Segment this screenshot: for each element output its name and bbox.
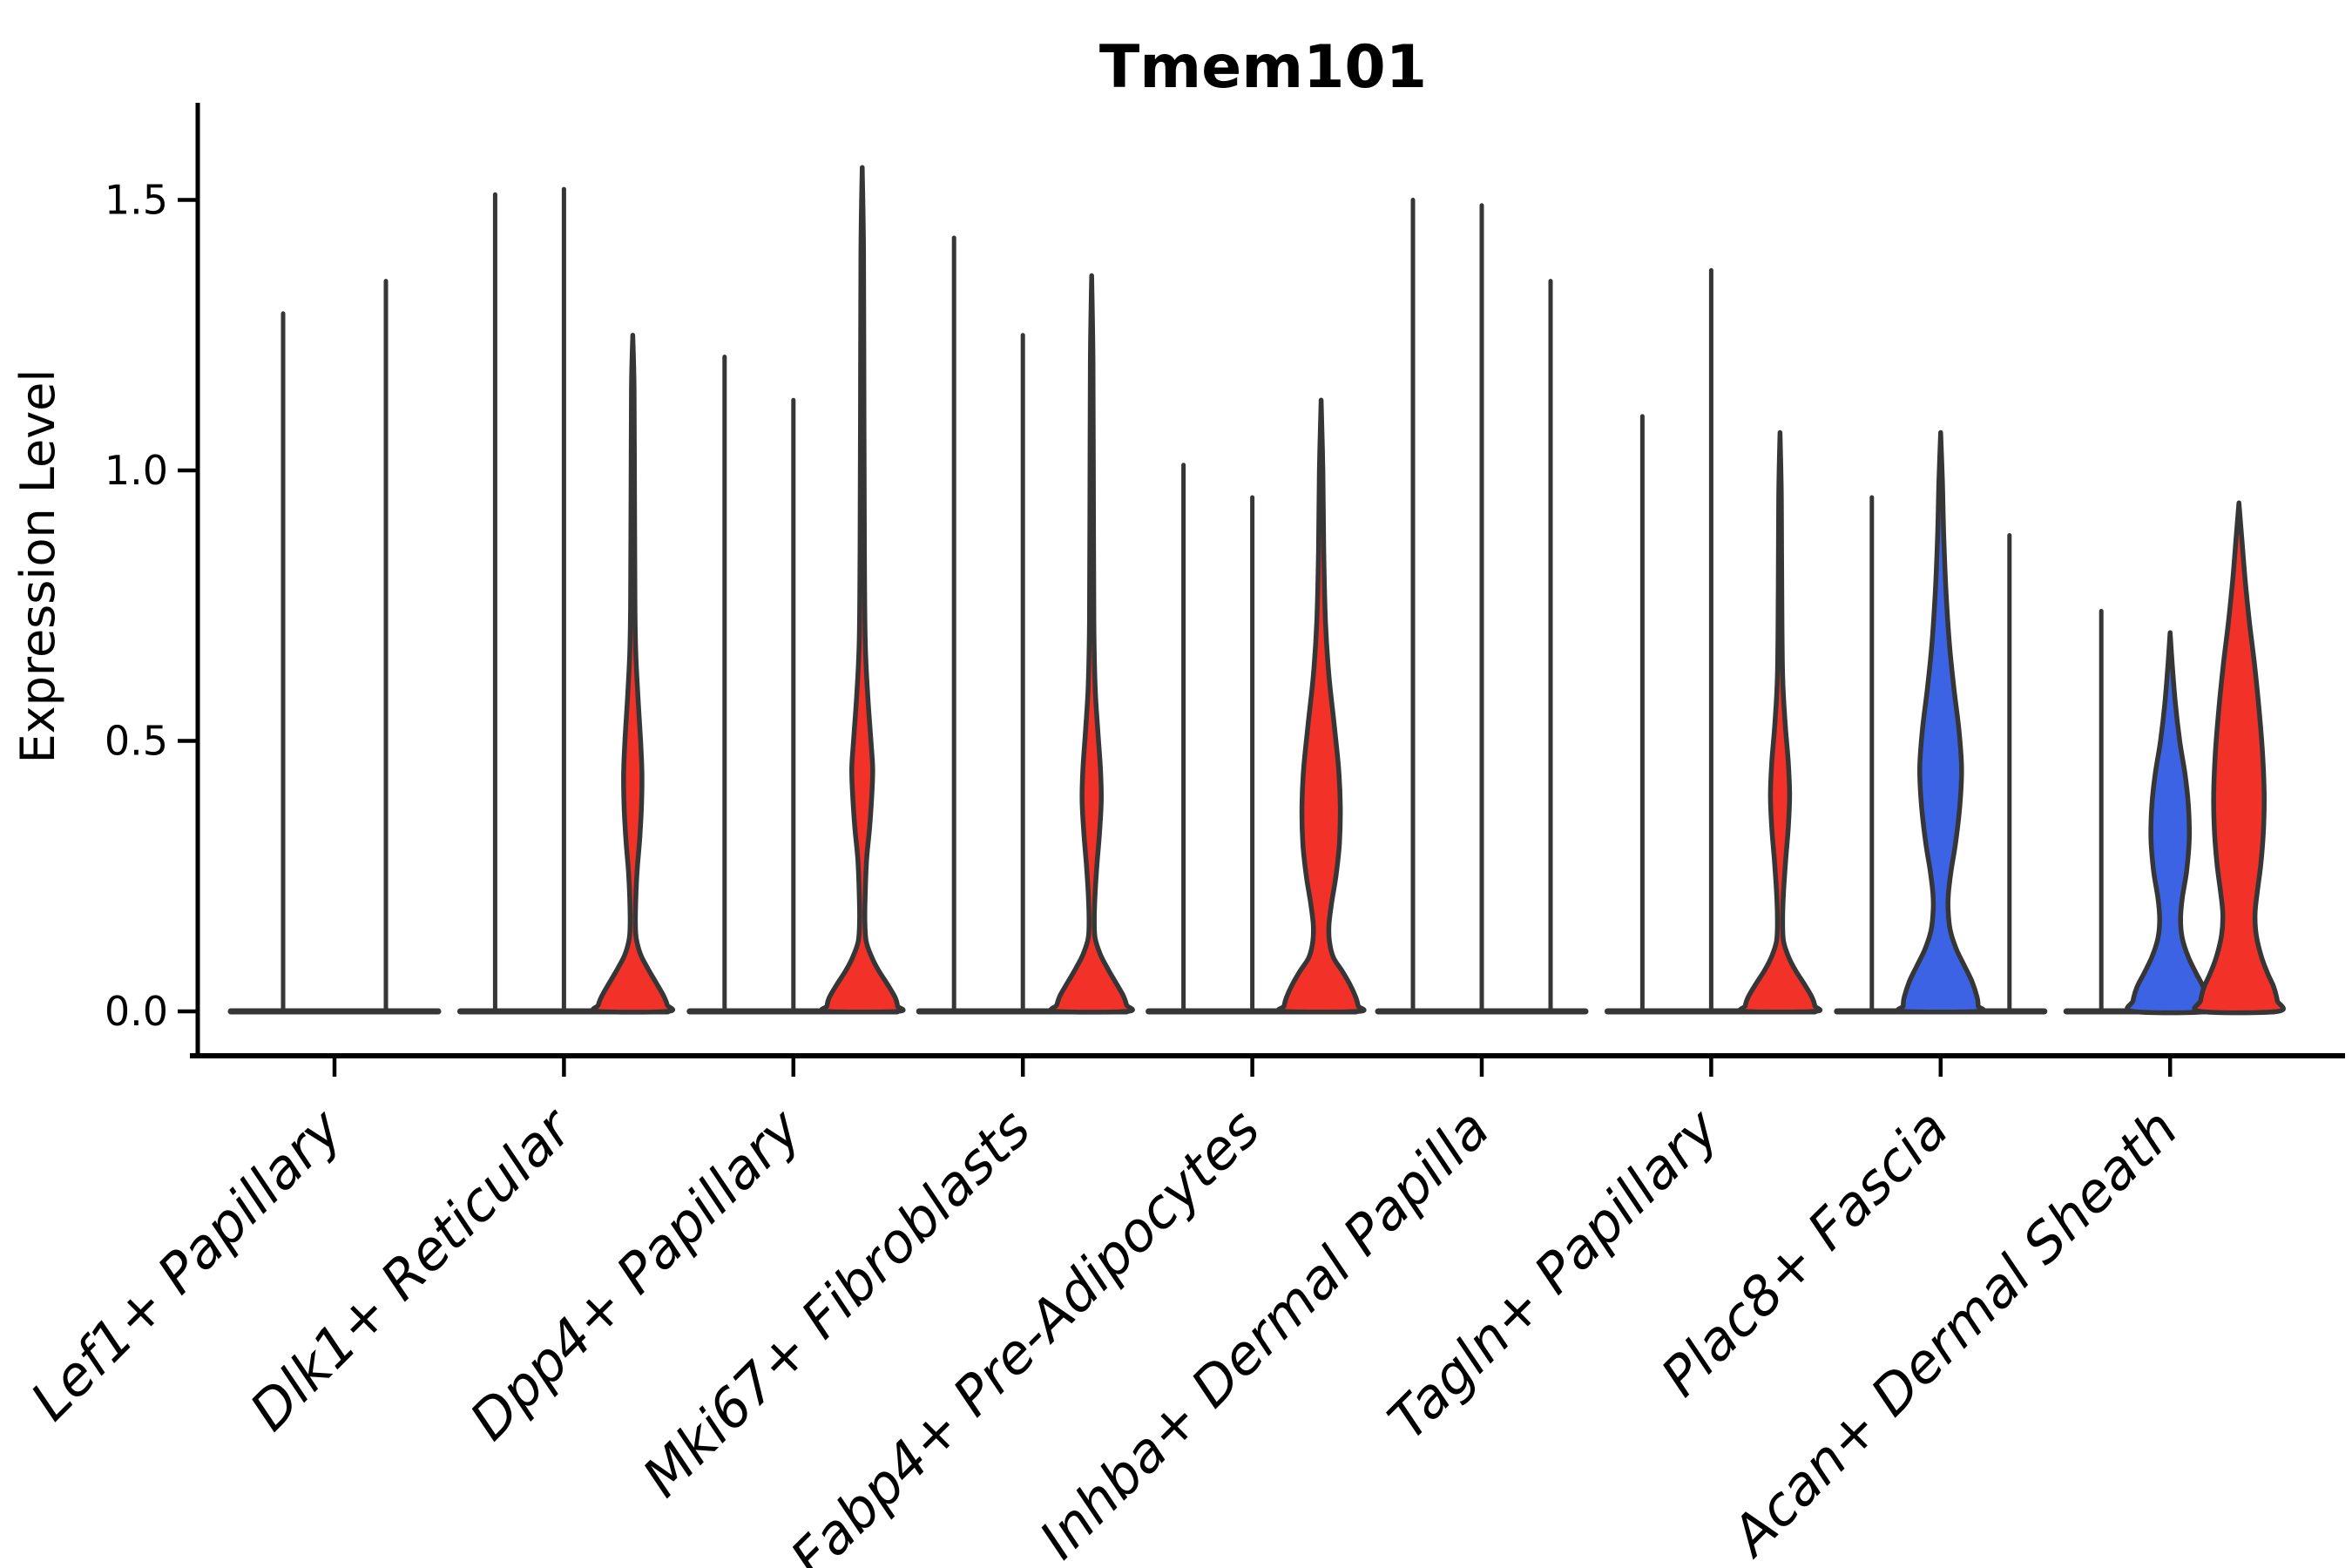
- violin-red: [1737, 429, 1823, 1015]
- x-tick-label: Mki67+ Fibroblasts: [631, 1097, 1043, 1509]
- violin-blue: [2125, 630, 2216, 1016]
- x-tick-label: Inhba+ Dermal Papilla: [1027, 1097, 1501, 1568]
- axes-layer: [178, 103, 2345, 1077]
- y-tick-label: 0.0: [105, 988, 168, 1035]
- x-tick-label: Acan+ Dermal Sheath: [1717, 1097, 2190, 1568]
- x-tick-label: Fabp4+ Pre-Adipocytes: [778, 1097, 1272, 1568]
- chart-title: Tmem101: [1099, 33, 1427, 102]
- y-tick-label: 1.5: [105, 177, 168, 224]
- violin-red: [819, 165, 906, 1015]
- y-tick-label: 0.5: [105, 718, 168, 765]
- violin-red: [2192, 500, 2286, 1016]
- violin-red: [1048, 273, 1135, 1015]
- violin-blue: [1895, 429, 1986, 1015]
- y-axis-label: Expression Level: [10, 369, 65, 764]
- y-tick-label: 1.0: [105, 447, 168, 494]
- violin-red: [1275, 397, 1367, 1015]
- violins-layer: [227, 165, 2286, 1016]
- violin-red: [590, 333, 676, 1015]
